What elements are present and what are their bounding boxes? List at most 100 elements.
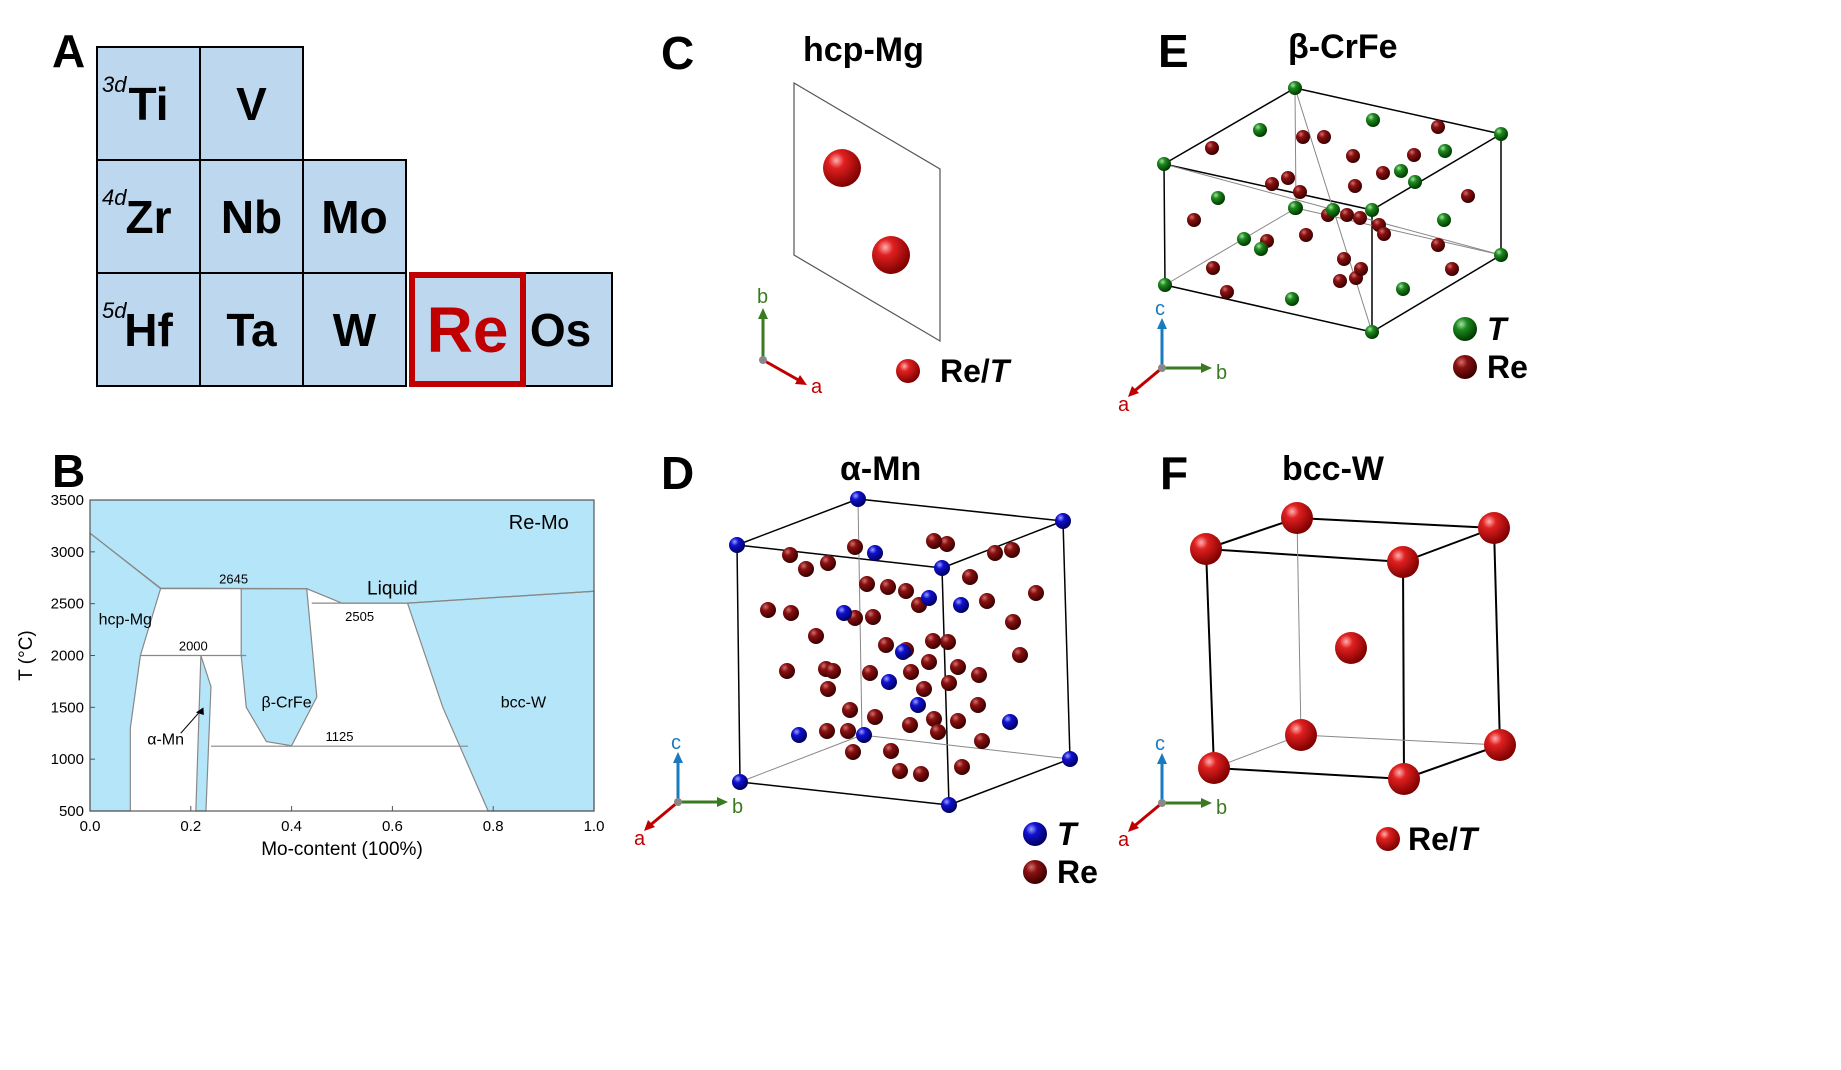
atom-t [1326, 203, 1340, 217]
element-symbol: Hf [124, 303, 173, 356]
cell-edge [857, 498, 1064, 522]
axis-origin [674, 798, 682, 806]
element-cell-nb: Nb [199, 159, 304, 274]
atom [872, 236, 910, 274]
atom-re [820, 681, 836, 697]
atom-t [1394, 164, 1408, 178]
period-label: 4d [102, 185, 127, 210]
atom-re [940, 634, 956, 650]
atom [1198, 752, 1230, 784]
cell-edge [1163, 163, 1166, 286]
atom-re [979, 593, 995, 609]
atom-t [1365, 203, 1379, 217]
x-axis-label: Mo-content (100%) [261, 839, 423, 860]
axis-a-label: a [1118, 829, 1130, 851]
region-label: hcp-Mg [99, 611, 152, 628]
element-cell-ti: Ti 3d [96, 46, 201, 161]
atom-re [1005, 614, 1021, 630]
cell-edge [736, 544, 741, 783]
unit-cell [1163, 87, 1502, 333]
atom-t [1396, 282, 1410, 296]
atom-re [825, 663, 841, 679]
legend-label: Re [1487, 349, 1528, 385]
unit-cell-face [793, 81, 941, 343]
legend-marker [896, 359, 920, 383]
legend-label: Re/T [1408, 821, 1480, 857]
atom-re [974, 733, 990, 749]
cell-edge [1164, 284, 1373, 333]
atom-t [1494, 248, 1508, 262]
atom-re [939, 536, 955, 552]
x-tick-label: 0.0 [80, 818, 101, 835]
atom-t [921, 590, 937, 606]
atom-re [898, 583, 914, 599]
cell-edge [1371, 133, 1502, 211]
atom-re [1376, 166, 1390, 180]
atom-t [1437, 213, 1451, 227]
element-cell-ta: Ta [199, 272, 304, 387]
panel-c-title: hcp-Mg [803, 31, 924, 69]
atom [1335, 632, 1367, 664]
atom-t [867, 545, 883, 561]
atom-t [1157, 157, 1171, 171]
axis-c-label: c [1155, 733, 1165, 755]
cell-edge [1371, 254, 1502, 333]
legend-label: Re [1057, 854, 1098, 890]
axis-a [1131, 366, 1163, 395]
atom-t [856, 727, 872, 743]
cell-edge [736, 498, 859, 546]
panel-b-letter: B [52, 445, 86, 497]
atom-re [1461, 189, 1475, 203]
atom-t [1285, 292, 1299, 306]
atom-t [1002, 714, 1018, 730]
arrow-head [195, 707, 204, 715]
arrow-head [644, 820, 655, 831]
atom-t [1494, 127, 1508, 141]
atom-re [1431, 238, 1445, 252]
atom-t [1062, 751, 1078, 767]
atom-re [1340, 208, 1354, 222]
atom-re [1220, 285, 1234, 299]
panel-e-title: β-CrFe [1288, 28, 1398, 66]
axis-a-label: a [811, 376, 823, 398]
atom-re [926, 533, 942, 549]
atom-t [1158, 278, 1172, 292]
legend-marker [1023, 822, 1047, 846]
atom-t [732, 774, 748, 790]
atom-t [1055, 513, 1071, 529]
atom-re [902, 717, 918, 733]
atom-re [798, 561, 814, 577]
cell-edge [739, 734, 863, 783]
x-tick-label: 0.8 [483, 818, 504, 835]
cell-edge [1164, 207, 1297, 286]
alpha-mn-structure: c b a TRe [634, 491, 1098, 890]
atom [1190, 533, 1222, 565]
cell-edge [941, 520, 1064, 569]
axis-a-label: a [1118, 394, 1130, 416]
element-cell-hf: Hf 5d [96, 272, 201, 387]
atom-re [847, 539, 863, 555]
arrow-head [673, 752, 683, 763]
axis-b-label: b [1216, 797, 1227, 819]
element-symbol: Nb [220, 190, 283, 243]
cell-edge [736, 544, 943, 569]
atom-re [845, 744, 861, 760]
atom-re [1353, 211, 1367, 225]
element-cell-re: Re [409, 272, 526, 387]
cell-edge [1294, 87, 1502, 135]
atom-t [729, 537, 745, 553]
region-label: Liquid [367, 578, 418, 599]
atom-re [950, 659, 966, 675]
axis-origin [1158, 364, 1166, 372]
y-tick-label: 1500 [51, 699, 84, 716]
atom [1478, 512, 1510, 544]
atom [1388, 763, 1420, 795]
atom-re [941, 675, 957, 691]
cell-edge [1163, 87, 1296, 165]
atom-re [925, 633, 941, 649]
panel-d-letter: D [661, 447, 695, 499]
atom [1281, 502, 1313, 534]
atom-re [1333, 274, 1347, 288]
legend-marker [1023, 860, 1047, 884]
isotherm-label: 2645 [219, 572, 248, 587]
